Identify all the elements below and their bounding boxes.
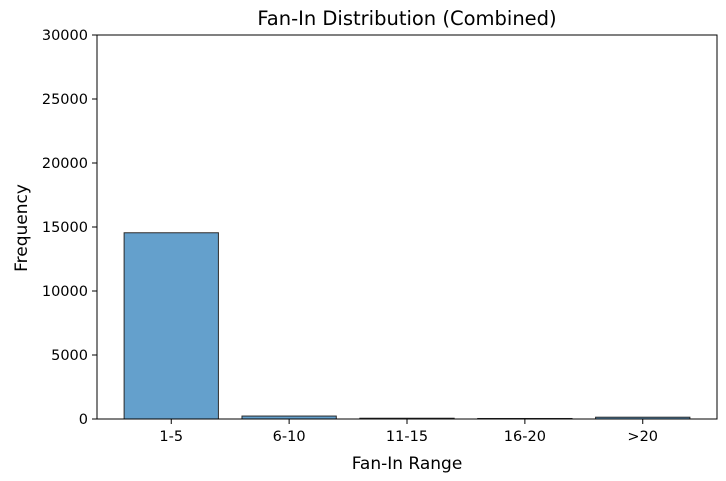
y-tick-label-2: 10000	[42, 284, 88, 300]
x-axis-label: Fan-In Range	[352, 454, 463, 474]
chart-title: Fan-In Distribution (Combined)	[257, 7, 556, 30]
bar-0	[123, 232, 219, 420]
y-axis-label: Frequency	[12, 184, 32, 272]
y-tick-label-3: 15000	[42, 220, 88, 236]
plot-area: 1-5 6-10 11-15 16-20 >20 0 5000 10000 15000 20000…	[42, 28, 718, 445]
y-tick-label-1: 5000	[51, 348, 88, 364]
x-tick-label-2: 11-15	[386, 429, 428, 445]
y-tick-label-4: 20000	[42, 156, 88, 172]
y-tick-label-6: 30000	[42, 28, 88, 44]
x-tick-label-1: 6-10	[273, 429, 306, 445]
x-tick-label-0: 1-5	[159, 429, 183, 445]
x-tick-label-3: 16-20	[504, 429, 546, 445]
x-tick-label-4: >20	[627, 429, 658, 445]
y-tick-label-5: 25000	[42, 92, 88, 108]
axes-frame	[96, 34, 718, 420]
y-tick-label-0: 0	[79, 412, 88, 428]
